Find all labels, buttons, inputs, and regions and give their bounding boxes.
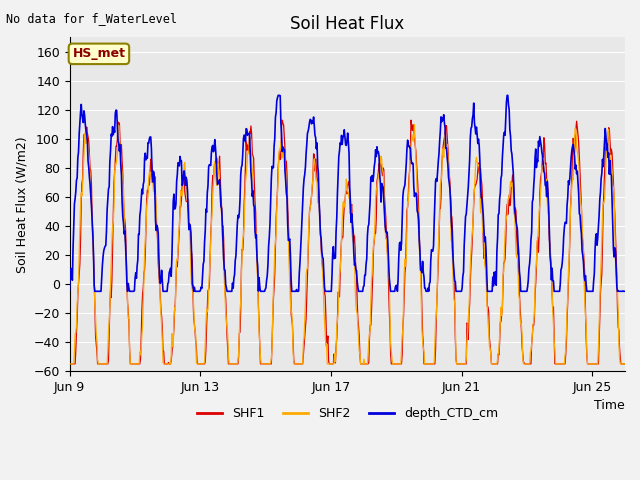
SHF1 <box>66 361 74 367</box>
SHF2 <box>491 361 499 367</box>
Text: HS_met: HS_met <box>72 48 125 60</box>
SHF1 <box>129 361 137 367</box>
depth_CTD_cm <box>141 150 149 156</box>
depth_CTD_cm <box>355 288 362 294</box>
SHF2 <box>179 193 186 199</box>
depth_CTD_cm <box>492 269 499 275</box>
depth_CTD_cm <box>66 287 74 293</box>
SHF1 <box>179 184 186 190</box>
SHF1 <box>354 317 362 323</box>
SHF2 <box>401 270 408 276</box>
SHF2 <box>621 361 629 367</box>
depth_CTD_cm <box>130 288 138 294</box>
SHF1 <box>491 361 499 367</box>
Text: No data for f_WaterLevel: No data for f_WaterLevel <box>6 12 177 25</box>
SHF2 <box>129 361 137 367</box>
SHF2 <box>411 121 419 127</box>
depth_CTD_cm <box>179 181 187 187</box>
Line: SHF2: SHF2 <box>70 124 625 364</box>
SHF1 <box>278 117 286 123</box>
SHF1 <box>401 270 409 276</box>
SHF2 <box>353 311 361 317</box>
Legend: SHF1, SHF2, depth_CTD_cm: SHF1, SHF2, depth_CTD_cm <box>191 402 503 425</box>
SHF2 <box>141 250 148 255</box>
SHF2 <box>66 361 74 367</box>
SHF1 <box>621 361 629 367</box>
X-axis label: Time: Time <box>595 399 625 412</box>
depth_CTD_cm <box>402 170 410 176</box>
SHF1 <box>141 267 148 273</box>
depth_CTD_cm <box>275 93 282 98</box>
Line: depth_CTD_cm: depth_CTD_cm <box>70 96 625 291</box>
Y-axis label: Soil Heat Flux (W/m2): Soil Heat Flux (W/m2) <box>15 136 28 273</box>
Line: SHF1: SHF1 <box>70 120 625 364</box>
depth_CTD_cm <box>621 288 629 294</box>
Title: Soil Heat Flux: Soil Heat Flux <box>290 15 404 33</box>
depth_CTD_cm <box>91 288 99 294</box>
